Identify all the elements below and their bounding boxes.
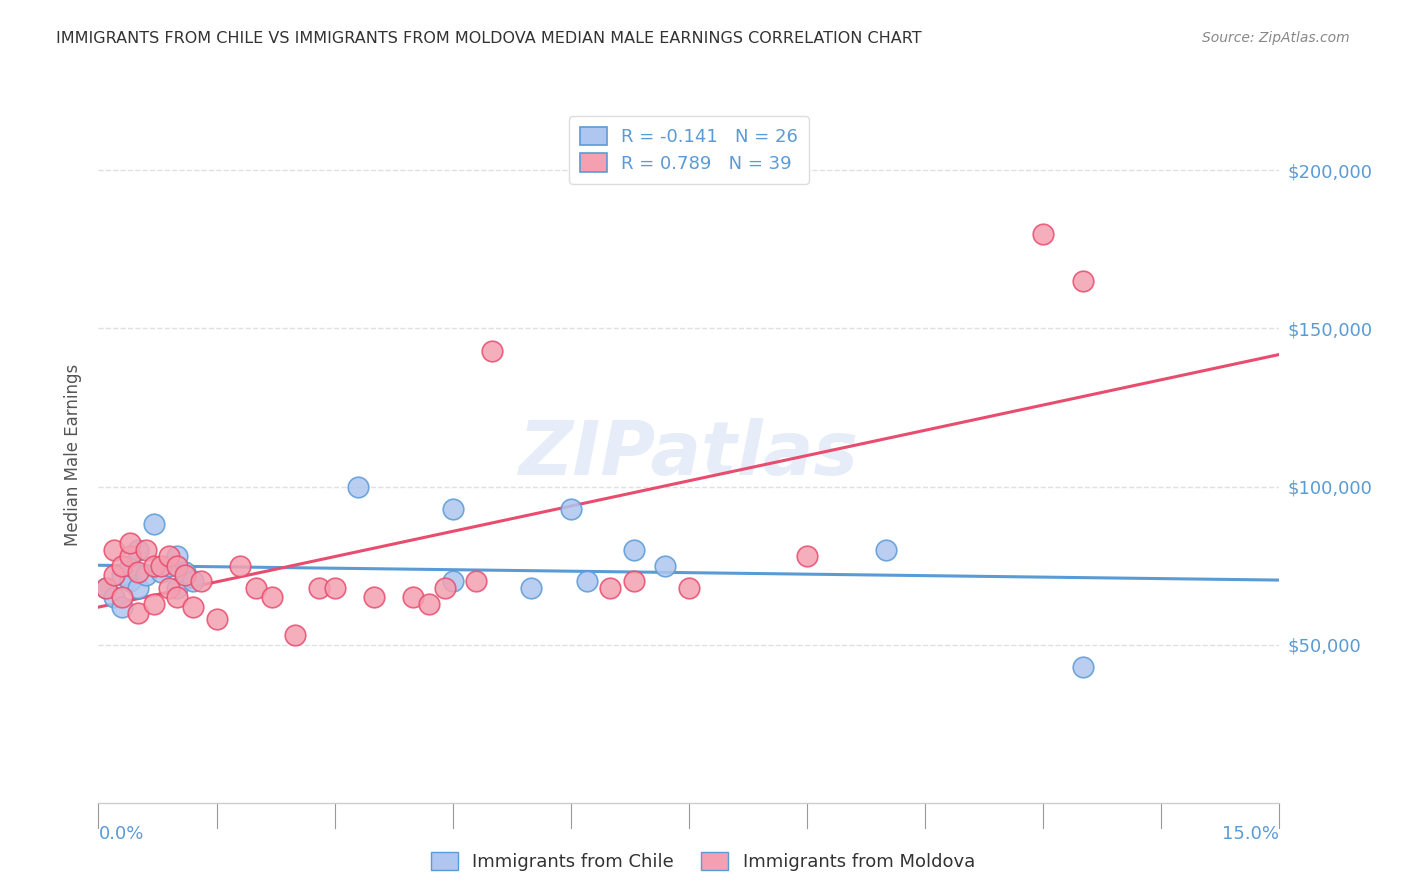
Point (150, 558, 173, 573)
Point (1032, 227, 1054, 241)
Point (284, 628, 307, 642)
Point (678, 581, 700, 595)
Point (127, 581, 149, 595)
Point (260, 591, 283, 605)
Point (1071, 274, 1094, 288)
Point (190, 574, 212, 589)
Point (157, 558, 180, 573)
Text: Source: ZipAtlas.com: Source: ZipAtlas.com (1202, 31, 1350, 45)
Point (157, 581, 180, 595)
Point (481, 343, 503, 358)
Point (150, 565, 173, 579)
Point (174, 568, 197, 582)
Point (560, 501, 582, 516)
Point (654, 558, 676, 573)
Point (623, 574, 645, 589)
Point (875, 542, 897, 557)
Point (796, 549, 818, 563)
Point (142, 597, 165, 611)
Point (111, 591, 134, 605)
Point (127, 606, 149, 620)
Point (111, 568, 134, 582)
Text: 15.0%: 15.0% (1222, 825, 1279, 843)
Point (465, 574, 488, 589)
Point (308, 581, 330, 595)
Point (1071, 660, 1094, 674)
Point (166, 549, 188, 563)
Point (142, 558, 165, 573)
Point (118, 558, 141, 573)
Point (363, 591, 385, 605)
Point (96, 581, 118, 595)
Text: ZIPatlas: ZIPatlas (519, 418, 859, 491)
Point (181, 574, 204, 589)
Point (135, 542, 157, 557)
Point (135, 568, 157, 582)
Point (599, 581, 621, 595)
Point (166, 581, 188, 595)
Point (142, 517, 165, 532)
Point (575, 574, 598, 589)
Point (229, 558, 252, 573)
Text: IMMIGRANTS FROM CHILE VS IMMIGRANTS FROM MOLDOVA MEDIAN MALE EARNINGS CORRELATIO: IMMIGRANTS FROM CHILE VS IMMIGRANTS FROM… (56, 31, 922, 46)
Point (103, 591, 125, 605)
Point (323, 581, 346, 595)
Point (174, 565, 197, 579)
Point (103, 542, 125, 557)
Point (118, 549, 141, 563)
Point (347, 479, 370, 493)
Legend: R = -0.141   N = 26, R = 0.789   N = 39: R = -0.141 N = 26, R = 0.789 N = 39 (569, 116, 808, 184)
Point (166, 591, 188, 605)
Point (127, 542, 149, 557)
Point (402, 591, 425, 605)
Point (205, 612, 228, 626)
Point (103, 568, 125, 582)
Y-axis label: Median Male Earnings: Median Male Earnings (65, 364, 83, 546)
Point (433, 581, 456, 595)
Point (441, 574, 464, 589)
Point (441, 501, 464, 516)
Point (623, 542, 645, 557)
Point (520, 581, 543, 595)
Point (127, 565, 149, 579)
Point (245, 581, 267, 595)
Point (118, 574, 141, 589)
Point (111, 558, 134, 573)
Point (118, 536, 141, 550)
Point (157, 549, 180, 563)
Point (111, 599, 134, 614)
Legend: Immigrants from Chile, Immigrants from Moldova: Immigrants from Chile, Immigrants from M… (423, 845, 983, 879)
Point (418, 597, 440, 611)
Text: 0.0%: 0.0% (98, 825, 143, 843)
Point (96, 581, 118, 595)
Point (181, 599, 204, 614)
Point (166, 558, 188, 573)
